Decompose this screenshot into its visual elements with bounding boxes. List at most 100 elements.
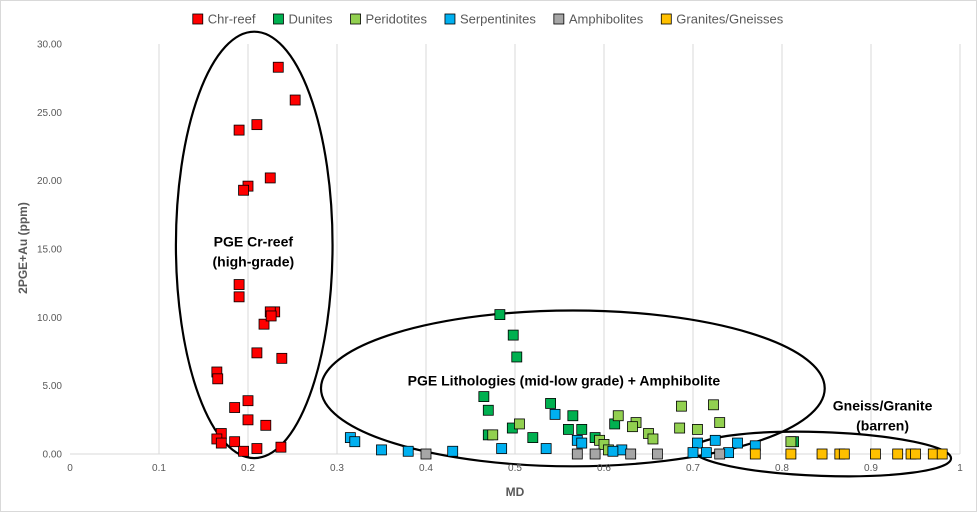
legend-label: Dunites xyxy=(288,12,333,27)
x-tick-label: 0.7 xyxy=(686,463,700,474)
x-tick-label: 0.6 xyxy=(597,463,611,474)
point-dunites xyxy=(545,398,556,409)
point-serpentinites xyxy=(402,445,414,457)
point-serpentinites xyxy=(576,437,588,449)
point-granites-gneisses xyxy=(927,448,939,460)
gridlines xyxy=(70,44,961,455)
annotation-3: Gneiss/Granite (barren) xyxy=(833,397,933,433)
point-granites-gneisses xyxy=(838,448,850,460)
point-granites-gneisses xyxy=(870,448,881,460)
point-serpentinites xyxy=(692,437,703,449)
legend-swatch xyxy=(192,13,204,25)
legend-swatch xyxy=(553,13,565,25)
point-peridotites xyxy=(708,399,719,411)
annotations: PGE Cr-reef (high-grade) PGE Lithologies (… xyxy=(213,233,933,433)
point-chr-reef xyxy=(272,61,284,73)
point-dunites xyxy=(563,423,574,435)
point-chr-reef xyxy=(289,94,301,106)
point-chr-reef xyxy=(251,119,263,131)
y-tick-label: 0.00 xyxy=(43,450,63,461)
x-tick-label: 0.8 xyxy=(775,463,789,474)
x-tick-label: 0 xyxy=(67,463,73,474)
point-dunites xyxy=(478,391,490,403)
point-dunites xyxy=(511,351,523,363)
legend-swatch xyxy=(273,13,284,25)
point-dunites xyxy=(494,309,506,321)
point-peridotites xyxy=(676,400,687,412)
y-tick-label: 30.00 xyxy=(37,40,62,51)
x-tick-labels: 0 0.1 0.2 0.3 0.4 0.5 0.6 0.7 0.8 0.9 1 xyxy=(67,463,963,474)
point-chr-reef xyxy=(265,310,277,322)
point-amphibolites xyxy=(589,448,601,460)
point-chr-reef xyxy=(242,414,254,426)
legend-label: Amphibolites xyxy=(569,12,644,27)
point-peridotites xyxy=(785,436,797,448)
point-chr-reef xyxy=(229,402,241,413)
x-tick-label: 0.3 xyxy=(330,463,344,474)
point-peridotites xyxy=(627,421,638,433)
point-granites-gneisses xyxy=(785,448,797,460)
data-points xyxy=(211,61,948,460)
x-tick-label: 1 xyxy=(957,463,963,474)
legend-label: Peridotites xyxy=(366,12,428,27)
point-chr-reef xyxy=(229,436,241,448)
y-tick-label: 15.00 xyxy=(37,245,62,256)
point-chr-reef xyxy=(215,437,227,449)
point-chr-reef xyxy=(258,318,270,330)
legend-label: Serpentinites xyxy=(460,12,536,27)
point-serpentinites xyxy=(700,447,712,459)
point-serpentinites xyxy=(709,434,721,446)
legend-swatch xyxy=(444,13,456,25)
point-serpentinites xyxy=(687,447,699,459)
point-granites-gneisses xyxy=(816,448,828,460)
point-chr-reef xyxy=(238,445,249,457)
point-chr-reef xyxy=(238,184,249,196)
point-dunites xyxy=(527,432,539,444)
x-tick-label: 0.4 xyxy=(419,463,433,474)
y-tick-labels: 0.00 5.00 10.00 15.00 20.00 25.00 30.00 xyxy=(37,40,62,461)
x-axis-title: MD xyxy=(506,485,525,499)
x-tick-label: 0.9 xyxy=(864,463,878,474)
y-tick-label: 25.00 xyxy=(37,108,62,119)
point-amphibolites xyxy=(571,448,583,460)
point-granites-gneisses xyxy=(936,448,948,460)
y-axis-title: 2PGE+Au (ppm) xyxy=(16,202,30,294)
point-peridotites xyxy=(487,429,499,441)
point-dunites xyxy=(482,404,494,416)
x-tick-label: 0.5 xyxy=(508,463,522,474)
point-serpentinites xyxy=(540,443,552,454)
point-serpentinites xyxy=(349,436,361,448)
y-tick-label: 10.00 xyxy=(37,313,62,324)
point-granites-gneisses xyxy=(910,448,921,460)
point-granites-gneisses xyxy=(892,448,904,460)
y-tick-label: 5.00 xyxy=(43,381,63,392)
x-tick-label: 0.1 xyxy=(152,463,166,474)
point-dunites xyxy=(567,410,579,422)
point-chr-reef xyxy=(264,172,276,184)
point-peridotites xyxy=(612,410,624,422)
point-dunites xyxy=(507,329,519,341)
annotation-2: PGE Lithologies (mid-low grade) + Amphib… xyxy=(408,373,721,389)
point-peridotites xyxy=(514,418,525,430)
point-amphibolites xyxy=(652,448,663,460)
point-peridotites xyxy=(692,423,703,435)
point-chr-reef xyxy=(242,395,254,407)
legend-label: Granites/Gneisses xyxy=(676,12,783,27)
point-amphibolites xyxy=(714,448,726,460)
point-chr-reef xyxy=(233,279,245,290)
legend-swatch xyxy=(660,13,672,25)
point-serpentinites xyxy=(607,445,619,457)
x-tick-label: 0.2 xyxy=(241,463,255,474)
legend-label: Chr-reef xyxy=(208,12,256,27)
point-peridotites xyxy=(714,417,726,428)
group-ellipses xyxy=(174,30,953,478)
point-serpentinites xyxy=(447,445,459,457)
point-chr-reef xyxy=(251,347,263,359)
point-amphibolites xyxy=(625,448,637,460)
annotation-1: PGE Cr-reef (high-grade) xyxy=(213,233,295,269)
point-chr-reef xyxy=(233,291,245,303)
point-chr-reef xyxy=(276,352,288,364)
point-dunites xyxy=(576,423,588,435)
point-serpentinites xyxy=(732,437,743,449)
